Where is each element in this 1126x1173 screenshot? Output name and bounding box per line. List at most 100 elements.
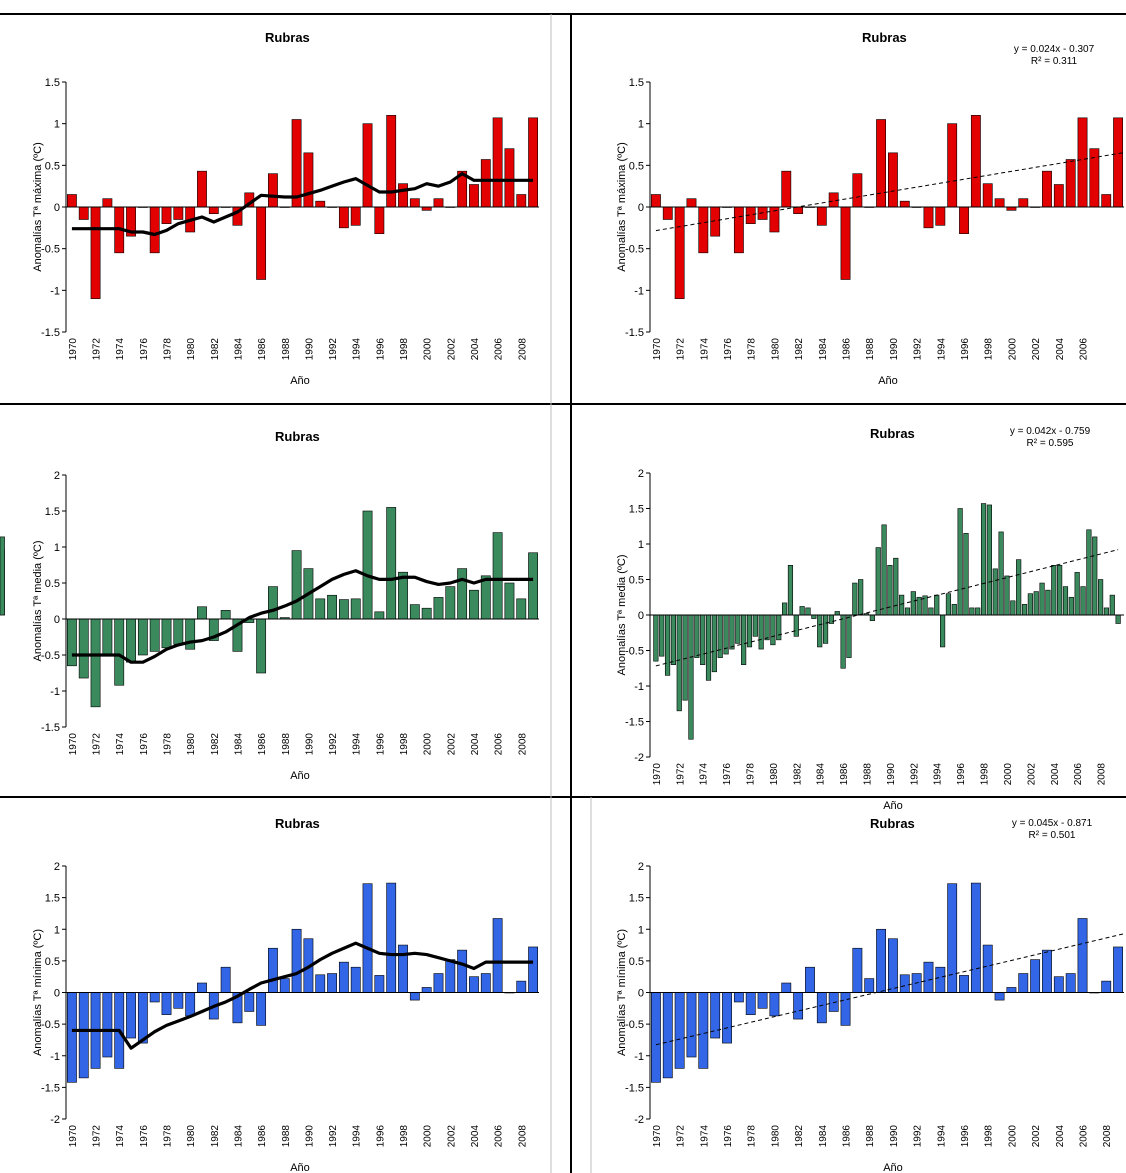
bar [828,614,834,624]
bar [102,618,113,656]
bar [875,547,881,616]
y-tick-label: -1.5 [41,722,60,734]
y-tick-label: -1 [634,1051,644,1063]
x-tick-label: 1992 [328,733,339,756]
x-tick-label: 1986 [257,1125,268,1148]
bar [457,949,468,993]
y-tick-label: 0 [54,988,60,1000]
x-tick-label: 1972 [675,763,686,786]
bar [745,992,756,1015]
bar [1006,987,1017,993]
y-tick-label: 1 [54,542,60,554]
bar [1021,604,1028,616]
x-tick-label: 1988 [281,733,292,756]
bar [928,607,934,616]
bar [816,992,827,1024]
chart-title: Rubras [862,30,907,45]
bar [327,973,337,993]
y-tick-label: -0.5 [41,1019,60,1031]
bar [698,206,709,254]
trend-r-squared: R² = 0.595 [1027,438,1074,449]
bar [970,115,981,208]
x-axis-label: Año [883,1162,903,1173]
bar [492,117,503,208]
bar [694,614,700,658]
bar [752,614,758,637]
x-tick-label: 1970 [68,1125,79,1148]
y-tick-label: -1.5 [625,1082,644,1094]
bar [1092,536,1098,616]
bar [711,614,717,673]
bar [992,568,998,616]
x-tick-label: 1994 [352,733,363,756]
x-tick-label: 1996 [375,733,386,756]
bar [986,504,992,616]
x-tick-label: 1998 [399,1125,410,1148]
x-tick-label: 2008 [1097,763,1108,786]
bar [78,992,89,1079]
bar [651,992,661,1083]
y-tick-label: 2 [54,861,60,873]
y-tick-label: -0.5 [625,646,644,658]
y-tick-label: 1.5 [45,506,60,518]
y-tick-label: 0 [638,988,644,1000]
moving-average-line [71,172,534,237]
y-tick-label: -2 [634,1114,644,1126]
chart-panel-tmean-moving-average: Rubras 2 1.5 1 0.5 0 -0.5 -1 -1.5 1970 1972 1974 197… [32,429,539,782]
bar [1018,198,1029,208]
y-tick-label: 1 [638,539,644,551]
x-tick-label: 1998 [984,338,995,361]
x-tick-label: 2006 [1079,1125,1090,1148]
chart-title: Rubras [265,30,310,45]
bar [822,614,829,644]
x-tick-label: 1974 [115,733,126,756]
y-tick-label: 0 [638,202,644,214]
bar [386,882,397,993]
trend-equation: y = 0.042x - 0.759 [1010,426,1091,437]
bar [959,206,969,234]
bar [1068,596,1074,616]
bar [828,192,839,208]
x-tick-label: 1990 [886,763,897,786]
x-tick-label: 2000 [423,733,434,756]
bar [947,123,958,208]
bar [374,975,385,993]
bar [409,992,420,1001]
bar [149,992,160,1003]
x-tick-label: 2008 [517,1125,528,1148]
x-tick-label: 1982 [210,1125,221,1148]
bar [256,206,267,280]
x-tick-label: 2006 [1079,338,1090,361]
x-tick-label: 2000 [1007,1125,1018,1148]
x-tick-label: 2008 [1102,1125,1113,1148]
x-tick-label: 1994 [352,338,363,361]
bar [969,607,975,616]
x-tick-label: 2000 [1007,338,1018,361]
bar [102,992,113,1058]
chart-title: Rubras [275,429,320,444]
x-tick-label: 1976 [139,338,150,361]
x-tick-label: 1976 [139,1125,150,1148]
bar [197,982,207,993]
bar [1004,575,1010,616]
bar [1051,564,1057,616]
bar [682,614,688,701]
bar [1045,589,1051,616]
bar [793,992,804,1020]
bar [1109,594,1115,616]
x-tick-label: 1970 [652,1125,663,1148]
bar [528,552,538,620]
bar [161,992,172,1015]
bar [197,170,207,208]
y-tick-label: -0.5 [41,244,60,256]
bar [858,579,864,616]
x-tick-label: 2000 [423,1125,434,1148]
bar [492,532,503,620]
bar [869,614,875,621]
bar [975,607,981,616]
x-tick-label: 1990 [304,1125,315,1148]
x-tick-label: 1990 [889,1125,900,1148]
x-tick-label: 1984 [233,733,244,756]
trend-equation: y = 0.024x - 0.307 [1014,44,1095,55]
